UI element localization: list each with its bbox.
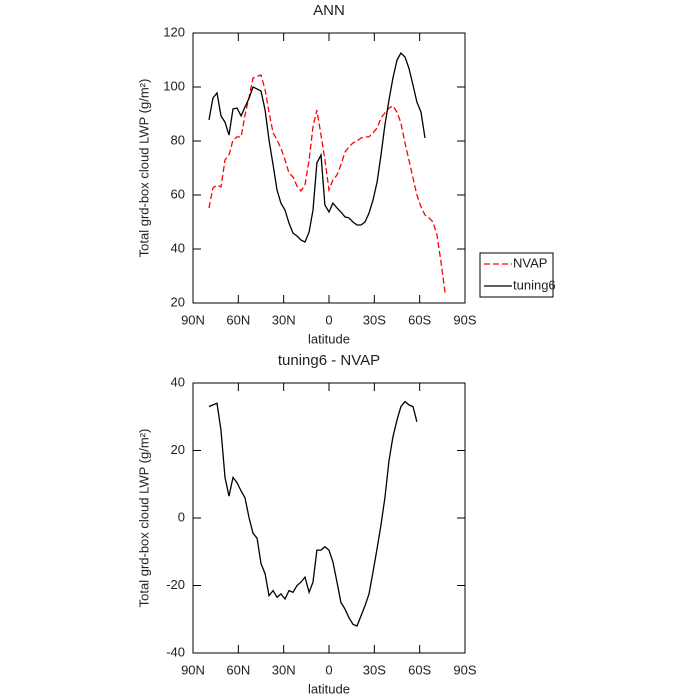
y-tick-label: 40 <box>171 374 185 389</box>
x-tick-label: 90N <box>181 662 205 677</box>
data-line <box>208 51 426 243</box>
y-tick-label: 0 <box>178 509 185 524</box>
x-tick-label: 90S <box>453 662 476 677</box>
x-tick-label: 60N <box>226 662 250 677</box>
data-line <box>208 400 418 627</box>
y-tick-label: 60 <box>171 186 185 201</box>
y-tick-label: 20 <box>171 294 185 309</box>
legend-box <box>479 252 554 298</box>
y-tick-label: 100 <box>163 78 185 93</box>
x-tick-label: 30S <box>363 312 386 327</box>
legend-label: NVAP <box>513 255 547 270</box>
x-tick-label: 0 <box>325 662 332 677</box>
data-line <box>208 74 446 294</box>
y-tick-label: -20 <box>166 577 185 592</box>
x-tick-label: 60S <box>408 662 431 677</box>
chart-title: tuning6 - NVAP <box>278 352 380 369</box>
y-axis-label: Total grd-box cloud LWP (g/m²) <box>136 429 151 608</box>
x-tick-label: 30N <box>272 662 296 677</box>
y-tick-label: 40 <box>171 240 185 255</box>
x-tick-label: 30N <box>272 312 296 327</box>
chart-title: ANN <box>313 2 345 19</box>
x-tick-label: 90S <box>453 312 476 327</box>
x-axis-label: latitude <box>308 681 350 696</box>
plot-frame <box>192 382 466 654</box>
x-axis-label: latitude <box>308 331 350 346</box>
y-tick-label: 20 <box>171 442 185 457</box>
x-tick-label: 0 <box>325 312 332 327</box>
x-tick-label: 30S <box>363 662 386 677</box>
x-tick-label: 90N <box>181 312 205 327</box>
x-tick-label: 60N <box>226 312 250 327</box>
x-tick-label: 60S <box>408 312 431 327</box>
legend-label: tuning6 <box>513 277 556 292</box>
y-axis-label: Total grd-box cloud LWP (g/m²) <box>136 79 151 258</box>
y-tick-label: -40 <box>166 644 185 659</box>
y-tick-label: 80 <box>171 132 185 147</box>
y-tick-label: 120 <box>163 24 185 39</box>
plot-frame <box>192 32 466 304</box>
